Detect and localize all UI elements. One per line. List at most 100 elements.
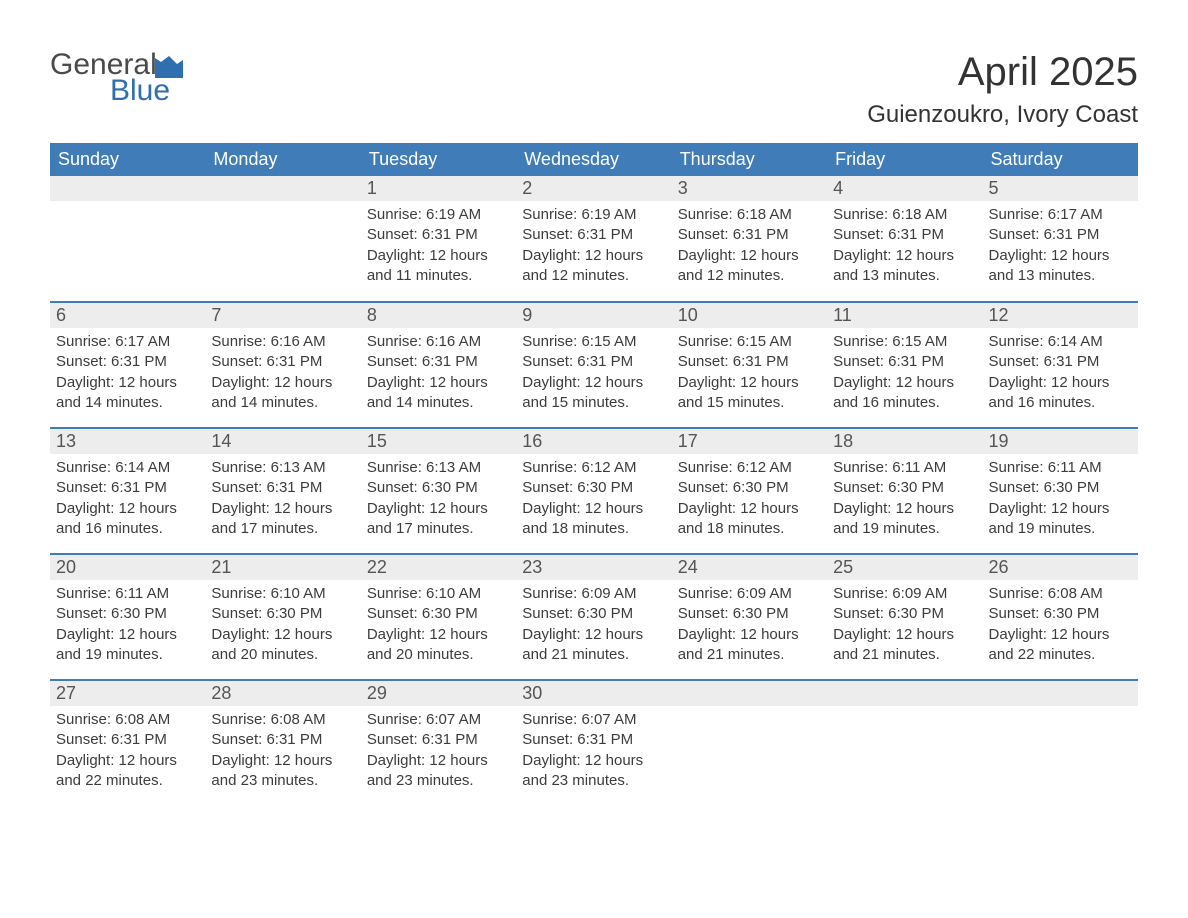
daylight-text-2: and 18 minutes.	[678, 519, 821, 539]
daylight-text-1: Daylight: 12 hours	[367, 751, 510, 771]
sunrise-text: Sunrise: 6:08 AM	[56, 710, 199, 730]
day-content: Sunrise: 6:12 AMSunset: 6:30 PMDaylight:…	[516, 454, 671, 543]
day-content: Sunrise: 6:14 AMSunset: 6:31 PMDaylight:…	[50, 454, 205, 543]
day-content: Sunrise: 6:19 AMSunset: 6:31 PMDaylight:…	[516, 201, 671, 290]
daylight-text-1: Daylight: 12 hours	[678, 625, 821, 645]
week-row: 13Sunrise: 6:14 AMSunset: 6:31 PMDayligh…	[50, 428, 1138, 554]
sunset-text: Sunset: 6:30 PM	[833, 604, 976, 624]
sunset-text: Sunset: 6:31 PM	[56, 730, 199, 750]
calendar-table: Sunday Monday Tuesday Wednesday Thursday…	[50, 143, 1138, 806]
day-content: Sunrise: 6:08 AMSunset: 6:30 PMDaylight:…	[983, 580, 1138, 669]
weekday-header: Monday	[205, 143, 360, 176]
day-cell: 30Sunrise: 6:07 AMSunset: 6:31 PMDayligh…	[516, 680, 671, 806]
day-cell: 15Sunrise: 6:13 AMSunset: 6:30 PMDayligh…	[361, 428, 516, 554]
day-number: 5	[983, 176, 1138, 201]
sunset-text: Sunset: 6:30 PM	[833, 478, 976, 498]
day-content: Sunrise: 6:18 AMSunset: 6:31 PMDaylight:…	[827, 201, 982, 290]
day-number: 17	[672, 429, 827, 454]
sunrise-text: Sunrise: 6:13 AM	[367, 458, 510, 478]
daylight-text-2: and 19 minutes.	[56, 645, 199, 665]
day-number: 20	[50, 555, 205, 580]
day-number: 7	[205, 303, 360, 328]
weekday-header: Sunday	[50, 143, 205, 176]
day-number: 9	[516, 303, 671, 328]
sunset-text: Sunset: 6:31 PM	[989, 225, 1132, 245]
sunset-text: Sunset: 6:30 PM	[211, 604, 354, 624]
sunset-text: Sunset: 6:31 PM	[833, 352, 976, 372]
day-number: 22	[361, 555, 516, 580]
day-number: 8	[361, 303, 516, 328]
day-number-empty	[983, 681, 1138, 706]
daylight-text-2: and 14 minutes.	[367, 393, 510, 413]
sunset-text: Sunset: 6:31 PM	[678, 352, 821, 372]
daylight-text-2: and 14 minutes.	[211, 393, 354, 413]
day-number: 27	[50, 681, 205, 706]
day-cell: 28Sunrise: 6:08 AMSunset: 6:31 PMDayligh…	[205, 680, 360, 806]
sunrise-text: Sunrise: 6:13 AM	[211, 458, 354, 478]
daylight-text-2: and 22 minutes.	[56, 771, 199, 791]
sunrise-text: Sunrise: 6:17 AM	[56, 332, 199, 352]
day-content: Sunrise: 6:11 AMSunset: 6:30 PMDaylight:…	[827, 454, 982, 543]
daylight-text-2: and 23 minutes.	[367, 771, 510, 791]
month-title: April 2025	[867, 50, 1138, 95]
sunset-text: Sunset: 6:31 PM	[56, 352, 199, 372]
sunset-text: Sunset: 6:31 PM	[211, 478, 354, 498]
sunrise-text: Sunrise: 6:10 AM	[367, 584, 510, 604]
day-content: Sunrise: 6:12 AMSunset: 6:30 PMDaylight:…	[672, 454, 827, 543]
day-cell: 24Sunrise: 6:09 AMSunset: 6:30 PMDayligh…	[672, 554, 827, 680]
daylight-text-1: Daylight: 12 hours	[833, 373, 976, 393]
sunrise-text: Sunrise: 6:07 AM	[522, 710, 665, 730]
weekday-header: Thursday	[672, 143, 827, 176]
logo: General Blue	[50, 50, 183, 106]
day-content: Sunrise: 6:09 AMSunset: 6:30 PMDaylight:…	[516, 580, 671, 669]
day-content: Sunrise: 6:11 AMSunset: 6:30 PMDaylight:…	[50, 580, 205, 669]
sunrise-text: Sunrise: 6:18 AM	[678, 205, 821, 225]
sunset-text: Sunset: 6:31 PM	[367, 730, 510, 750]
logo-blue-text: Blue	[110, 76, 183, 106]
day-number: 19	[983, 429, 1138, 454]
sunset-text: Sunset: 6:30 PM	[56, 604, 199, 624]
sunset-text: Sunset: 6:30 PM	[678, 478, 821, 498]
day-number: 14	[205, 429, 360, 454]
sunrise-text: Sunrise: 6:15 AM	[522, 332, 665, 352]
day-content: Sunrise: 6:15 AMSunset: 6:31 PMDaylight:…	[516, 328, 671, 417]
day-content: Sunrise: 6:13 AMSunset: 6:30 PMDaylight:…	[361, 454, 516, 543]
day-content: Sunrise: 6:13 AMSunset: 6:31 PMDaylight:…	[205, 454, 360, 543]
daylight-text-1: Daylight: 12 hours	[678, 373, 821, 393]
sunrise-text: Sunrise: 6:09 AM	[678, 584, 821, 604]
day-number: 15	[361, 429, 516, 454]
day-cell	[983, 680, 1138, 806]
daylight-text-1: Daylight: 12 hours	[211, 373, 354, 393]
day-number: 28	[205, 681, 360, 706]
day-number: 11	[827, 303, 982, 328]
day-cell: 10Sunrise: 6:15 AMSunset: 6:31 PMDayligh…	[672, 302, 827, 428]
daylight-text-2: and 16 minutes.	[56, 519, 199, 539]
daylight-text-2: and 23 minutes.	[522, 771, 665, 791]
sunrise-text: Sunrise: 6:17 AM	[989, 205, 1132, 225]
day-cell: 12Sunrise: 6:14 AMSunset: 6:31 PMDayligh…	[983, 302, 1138, 428]
daylight-text-2: and 11 minutes.	[367, 266, 510, 286]
day-cell: 11Sunrise: 6:15 AMSunset: 6:31 PMDayligh…	[827, 302, 982, 428]
day-content: Sunrise: 6:09 AMSunset: 6:30 PMDaylight:…	[827, 580, 982, 669]
weekday-header: Friday	[827, 143, 982, 176]
day-cell: 5Sunrise: 6:17 AMSunset: 6:31 PMDaylight…	[983, 176, 1138, 302]
daylight-text-2: and 19 minutes.	[833, 519, 976, 539]
day-number-empty	[827, 681, 982, 706]
sunrise-text: Sunrise: 6:08 AM	[989, 584, 1132, 604]
daylight-text-1: Daylight: 12 hours	[367, 499, 510, 519]
daylight-text-2: and 16 minutes.	[989, 393, 1132, 413]
sunrise-text: Sunrise: 6:12 AM	[522, 458, 665, 478]
daylight-text-2: and 18 minutes.	[522, 519, 665, 539]
daylight-text-1: Daylight: 12 hours	[56, 499, 199, 519]
day-content: Sunrise: 6:15 AMSunset: 6:31 PMDaylight:…	[827, 328, 982, 417]
day-number: 2	[516, 176, 671, 201]
day-number: 4	[827, 176, 982, 201]
sunset-text: Sunset: 6:30 PM	[367, 478, 510, 498]
daylight-text-1: Daylight: 12 hours	[211, 499, 354, 519]
day-cell: 17Sunrise: 6:12 AMSunset: 6:30 PMDayligh…	[672, 428, 827, 554]
day-content: Sunrise: 6:09 AMSunset: 6:30 PMDaylight:…	[672, 580, 827, 669]
day-cell: 13Sunrise: 6:14 AMSunset: 6:31 PMDayligh…	[50, 428, 205, 554]
daylight-text-2: and 13 minutes.	[833, 266, 976, 286]
day-cell: 3Sunrise: 6:18 AMSunset: 6:31 PMDaylight…	[672, 176, 827, 302]
sunrise-text: Sunrise: 6:08 AM	[211, 710, 354, 730]
